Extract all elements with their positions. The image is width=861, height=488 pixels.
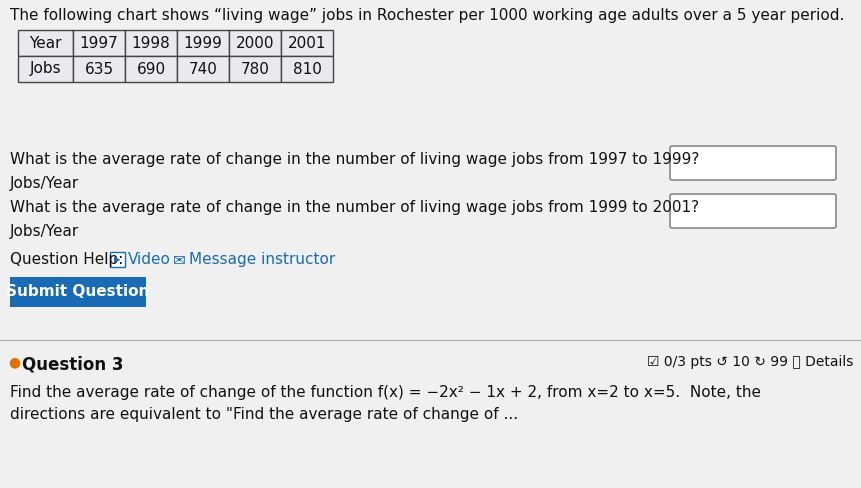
Bar xyxy=(177,56,229,82)
Bar xyxy=(281,56,333,82)
Bar xyxy=(125,56,177,82)
Text: Jobs/Year: Jobs/Year xyxy=(10,224,79,239)
Bar xyxy=(18,56,73,82)
Text: Submit Question: Submit Question xyxy=(6,285,150,300)
Text: What is the average rate of change in the number of living wage jobs from 1999 t: What is the average rate of change in th… xyxy=(10,200,699,215)
Text: Video: Video xyxy=(128,252,170,267)
Text: 2000: 2000 xyxy=(236,36,275,50)
Bar xyxy=(125,30,177,56)
Bar xyxy=(229,56,281,82)
Text: The following chart shows “living wage” jobs in Rochester per 1000 working age a: The following chart shows “living wage” … xyxy=(10,8,845,23)
Bar xyxy=(10,277,146,307)
Bar xyxy=(73,56,125,82)
Text: 780: 780 xyxy=(240,61,269,77)
Text: 690: 690 xyxy=(136,61,165,77)
Bar xyxy=(73,30,125,56)
Bar xyxy=(110,252,125,267)
Text: ✉: ✉ xyxy=(173,252,186,267)
Bar xyxy=(229,30,281,56)
Text: 635: 635 xyxy=(84,61,114,77)
Bar xyxy=(281,30,333,56)
FancyBboxPatch shape xyxy=(670,146,836,180)
Text: directions are equivalent to "Find the average rate of change of ...: directions are equivalent to "Find the a… xyxy=(10,407,518,422)
Text: Question 3: Question 3 xyxy=(22,355,123,373)
Text: Year: Year xyxy=(29,36,62,50)
Text: What is the average rate of change in the number of living wage jobs from 1997 t: What is the average rate of change in th… xyxy=(10,152,699,167)
Text: Jobs: Jobs xyxy=(29,61,61,77)
Text: 740: 740 xyxy=(189,61,218,77)
Text: 1997: 1997 xyxy=(79,36,118,50)
Bar xyxy=(18,30,73,56)
Text: 1999: 1999 xyxy=(183,36,222,50)
Text: Find the average rate of change of the function f(x) = −2x² − 1x + 2, from x=2 t: Find the average rate of change of the f… xyxy=(10,385,761,400)
Text: 1998: 1998 xyxy=(132,36,170,50)
FancyBboxPatch shape xyxy=(670,194,836,228)
Bar xyxy=(177,30,229,56)
Text: 810: 810 xyxy=(293,61,321,77)
Text: Question Help:: Question Help: xyxy=(10,252,123,267)
Text: ▶: ▶ xyxy=(115,255,121,264)
Text: ●: ● xyxy=(8,355,20,369)
Text: 2001: 2001 xyxy=(288,36,326,50)
Text: ☑ 0/3 pts ↺ 10 ↻ 99 ⓘ Details: ☑ 0/3 pts ↺ 10 ↻ 99 ⓘ Details xyxy=(647,355,853,369)
Text: Jobs/Year: Jobs/Year xyxy=(10,176,79,191)
Text: Message instructor: Message instructor xyxy=(189,252,335,267)
